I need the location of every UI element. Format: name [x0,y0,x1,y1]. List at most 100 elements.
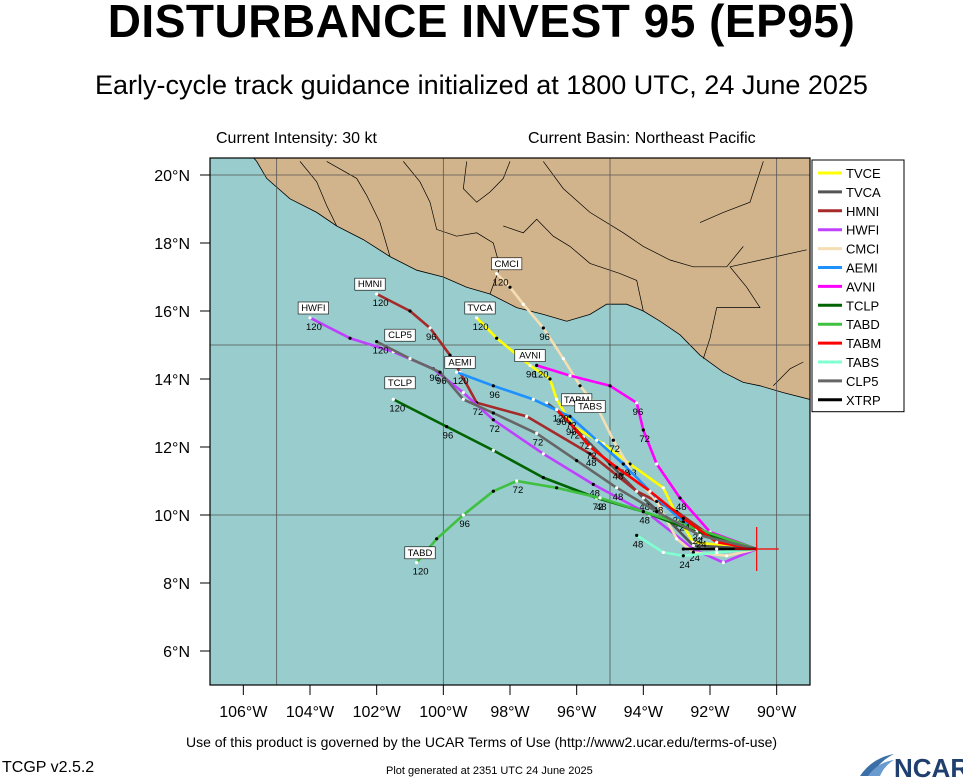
forecast-hour-label: 48 [613,492,624,503]
forecast-hour-label: 96 [443,431,454,442]
track-point-cmci [495,272,499,276]
state-border [699,161,764,223]
y-tick-label: 14°N [154,372,190,389]
track-point-clp5 [438,370,442,374]
legend-item-tvca: TVCA [846,185,881,200]
model-label: TCLP [388,378,412,389]
forecast-hour-label: 96 [633,407,644,418]
track-point-clp5 [408,357,412,361]
x-tick-label: 92°W [690,704,730,721]
track-point-clp5 [698,533,702,538]
version-label: TCGP v2.5.2 [2,759,95,776]
forecast-hour-label: 120 [413,567,429,578]
track-point-cmci [725,554,729,558]
track-point-tabd [555,486,559,490]
track-point-tabs [681,554,685,558]
track-point-aemi [491,384,495,388]
track-point-hmni [375,292,379,296]
current-basin: Current Basin: Northeast Pacific [528,130,756,147]
track-point-hmni [635,489,639,493]
track-point-tabs [661,550,665,555]
track-point-tvca [641,496,645,500]
model-label-box [464,301,496,315]
terms-of-use: Use of this product is governed by the U… [185,734,778,750]
track-point-cmci [691,550,695,555]
current-intensity: Current Intensity: 30 kt [216,130,377,147]
track-point-tabd [415,561,419,565]
track-point-tabm [588,445,592,449]
track-point-cmci [521,302,525,306]
legend-item-tvce: TVCE [846,166,881,181]
model-label-box [444,356,476,369]
track-point-tvce [495,336,499,340]
model-label: TVCA [467,303,493,314]
track-point-tabs [635,533,639,538]
track-point-xtrp [681,547,685,551]
track-point-clp5 [491,411,495,415]
y-tick-label: 8°N [163,576,190,593]
model-label: HWFI [301,303,325,314]
track-point-cmci [611,438,615,442]
track-point-clp5 [375,340,379,344]
track-point-hwfi [491,418,495,422]
forecast-hour-label: 24 [693,536,704,547]
track-point-tabm [615,465,619,469]
model-label-box [514,349,546,362]
model-label-box [404,546,436,560]
track-point-hwfi [308,316,312,320]
track-point-avni [608,384,612,388]
track-point-hwfi [721,561,725,565]
track-point-tvce [475,316,479,320]
model-label-box [354,277,386,291]
forecast-hour-label: 96 [489,390,500,401]
forecast-hour-label: 72 [593,502,604,513]
forecast-hour-label: 120 [373,298,389,309]
track-point-cmci [541,326,545,330]
track-point-hwfi [461,391,465,395]
track-point-clp5 [575,459,579,463]
track-point-tvce [661,486,665,490]
x-tick-label: 100°W [419,704,468,721]
track-point-tvca [545,401,549,405]
track-point-aemi [531,397,535,401]
track-point-clp5 [461,397,465,401]
x-tick-label: 104°W [286,704,335,721]
track-hmni [376,292,758,551]
x-tick-label: 98°W [490,704,530,721]
track-point-tvce [555,397,559,401]
model-label: AEMI [448,357,471,368]
track-point-hwfi [348,336,352,340]
forecast-hour-label: 72 [586,451,597,462]
forecast-hour-label: 96 [526,369,537,380]
track-point-cmci [655,499,659,503]
state-border [543,161,744,268]
model-label: TABS [578,402,602,413]
legend-item-tclp: TCLP [846,298,879,313]
forecast-hour-label: 48 [633,539,644,550]
x-tick-label: 94°W [624,704,664,721]
track-point-tclp [445,425,449,429]
forecast-hour-label: 48 [639,516,650,527]
forecast-hour-label: 48 [676,502,687,513]
model-label: AVNI [519,351,540,362]
forecast-hour-label: 72 [579,441,590,452]
track-point-tabd [491,489,495,493]
state-border [503,218,644,312]
forecast-hour-label: 96 [426,332,437,343]
state-border [299,161,338,227]
track-point-tabm [715,540,719,544]
forecast-hour-label: 96 [539,332,550,343]
model-label: CLP5 [388,330,412,341]
track-point-tabd [461,513,465,517]
track-point-tclp [541,476,545,480]
y-tick-label: 6°N [163,644,190,661]
forecast-hour-label: 120 [473,322,489,333]
track-point-cmci [578,384,582,388]
track-point-aemi [681,520,685,524]
legend-item-avni: AVNI [846,279,875,294]
forecast-hour-label: 24 [673,516,684,527]
forecast-hour-label: 24 [696,539,707,550]
state-border [326,161,391,257]
track-point-avni [655,462,659,466]
track-point-tvce [548,377,552,381]
